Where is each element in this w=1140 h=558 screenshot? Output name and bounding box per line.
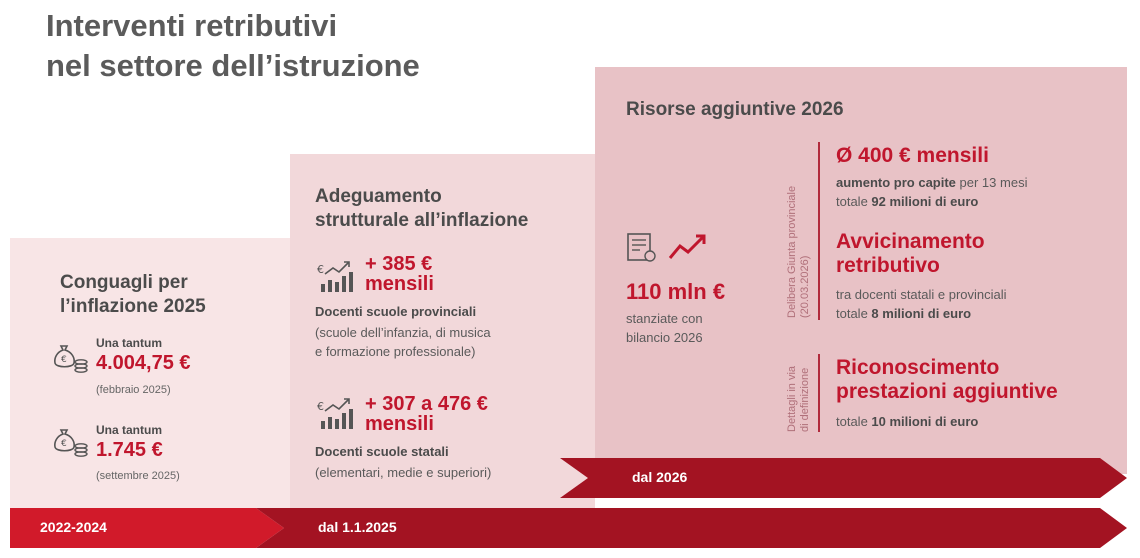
- col2-item1-amount-line2: mensili: [365, 273, 434, 295]
- col3-heading: Risorse aggiuntive 2026: [626, 99, 844, 120]
- col1-heading-line: l’inflazione 2025: [60, 296, 206, 317]
- vertical-label-line: di definizione: [799, 367, 811, 432]
- col3-summary-desc-line: stanziate con: [626, 311, 703, 326]
- col3-entry1-line2-bold: 92 milioni di euro: [871, 194, 979, 209]
- col1-item2-amount: 1.745 €: [96, 439, 163, 461]
- col2-heading-line: strutturale all’inflazione: [315, 210, 529, 231]
- col2-item1-amount-line1: + 385 €: [365, 253, 433, 275]
- timeline-arrow-2026: [560, 458, 1127, 498]
- vertical-label-dettagli: Dettagli in via di definizione: [786, 366, 812, 432]
- col2-item2-amount-line2: mensili: [365, 413, 434, 435]
- col1-item1-date: (febbraio 2025): [96, 384, 171, 396]
- col3-entry1-line1: aumento pro capite per 13 mesi: [836, 173, 1027, 192]
- col3-entry1-line1-bold: aumento pro capite: [836, 175, 956, 190]
- col1-heading: Conguagli per l’inflazione 2025: [60, 271, 280, 319]
- col3-entry2-line2-bold: 8 milioni di euro: [871, 306, 972, 321]
- col2-item2-title: Docenti scuole statali: [315, 444, 449, 459]
- col3-summary-desc: stanziate con bilancio 2026: [626, 309, 703, 347]
- timeline-label-2022-2024: 2022-2024: [40, 519, 107, 535]
- col3-entry2-line1: tra docenti statali e provinciali: [836, 287, 1007, 302]
- money-bag-coins-icon: €: [54, 429, 88, 457]
- col2-item1-desc-line: e formazione professionale): [315, 344, 476, 359]
- col2-item2-amount-line1: + 307 a 476 €: [365, 393, 488, 415]
- col3-entry3-title-line: Riconoscimento: [836, 356, 1000, 379]
- rising-bar-chart-icon: €: [317, 398, 353, 429]
- money-bag-coins-icon: €: [54, 345, 88, 373]
- page-title-line: Interventi retributivi: [46, 8, 338, 43]
- timeline-label-2025: dal 1.1.2025: [318, 519, 397, 535]
- col3-entry1-title: Ø 400 € mensili: [836, 144, 989, 167]
- col2-item2-desc: (elementari, medie e superiori): [315, 463, 491, 482]
- col3-entry2-line2-pre: totale: [836, 306, 872, 321]
- col3-summary-desc-line: bilancio 2026: [626, 330, 703, 345]
- timeline-arrow-2022-2024: [10, 508, 284, 548]
- divider-line: [818, 354, 820, 432]
- col1-item2-date: (settembre 2025): [96, 470, 180, 482]
- svg-text:€: €: [317, 263, 324, 276]
- col3-entry3-line2-bold: 10 milioni di euro: [871, 414, 979, 429]
- col2-item1-title: Docenti scuole provinciali: [315, 304, 477, 319]
- svg-text:€: €: [61, 355, 67, 365]
- col3-entry3-title: Riconoscimento prestazioni aggiuntive: [836, 356, 1058, 404]
- rising-bar-chart-icon: €: [317, 261, 353, 292]
- col3-entry1-line2: totale 92 milioni di euro: [836, 192, 978, 211]
- vertical-label-line: (20.03.2026): [799, 255, 811, 318]
- col1-item1-label: Una tantum: [96, 336, 162, 350]
- col1-item2-label: Una tantum: [96, 423, 162, 437]
- vertical-label-line: Delibera Giunta provinciale: [786, 185, 798, 318]
- col2-heading-line: Adeguamento: [315, 186, 442, 207]
- timeline-arrow-2025: [256, 508, 1127, 548]
- col3-summary-amount: 110 mln €: [626, 279, 726, 304]
- divider-line: [818, 142, 820, 320]
- timeline-label-2026: dal 2026: [632, 469, 688, 485]
- col3-entry2-title-line: Avvicinamento: [836, 230, 985, 253]
- col2-item2-amount: + 307 a 476 € mensili: [365, 394, 488, 434]
- col2-item2-desc-line: (elementari, medie e superiori): [315, 465, 492, 480]
- col3-entry2-title: Avvicinamento retributivo: [836, 230, 985, 278]
- document-icon: [627, 233, 656, 262]
- col1-item1-amount: 4.004,75 €: [96, 352, 191, 374]
- panel-conguagli: [10, 238, 290, 516]
- panel-risorse-2026: [595, 67, 1127, 474]
- page-title-line: nel settore dell’istruzione: [46, 48, 420, 83]
- panel-adeguamento: [290, 154, 595, 516]
- col3-entry2-title-line: retributivo: [836, 254, 940, 277]
- col3-entry1-line2-pre: totale: [836, 194, 872, 209]
- vertical-label-line: Dettagli in via: [786, 365, 798, 432]
- col2-item1-desc: (scuole dell’infanzia, di musica e forma…: [315, 323, 491, 361]
- svg-text:€: €: [317, 400, 324, 413]
- col2-heading: Adeguamento strutturale all’inflazione: [315, 185, 585, 233]
- svg-text:€: €: [61, 439, 67, 449]
- col2-item1-desc-line: (scuole dell’infanzia, di musica: [315, 325, 491, 340]
- trend-up-arrow-icon: [668, 234, 706, 259]
- col1-heading-line: Conguagli per: [60, 272, 188, 293]
- col3-entry1-line1-rest: per 13 mesi: [955, 175, 1028, 190]
- col2-item1-amount: + 385 € mensili: [365, 254, 434, 294]
- col3-entry3-line2-pre: totale: [836, 414, 872, 429]
- col3-entry3-line2: totale 10 milioni di euro: [836, 412, 978, 431]
- col3-entry3-title-line: prestazioni aggiuntive: [836, 380, 1058, 403]
- col3-entry2-line2: totale 8 milioni di euro: [836, 304, 971, 323]
- page-title: Interventi retributivi nel settore dell’…: [46, 6, 606, 86]
- vertical-label-delibera: Delibera Giunta provinciale (20.03.2026): [786, 186, 812, 318]
